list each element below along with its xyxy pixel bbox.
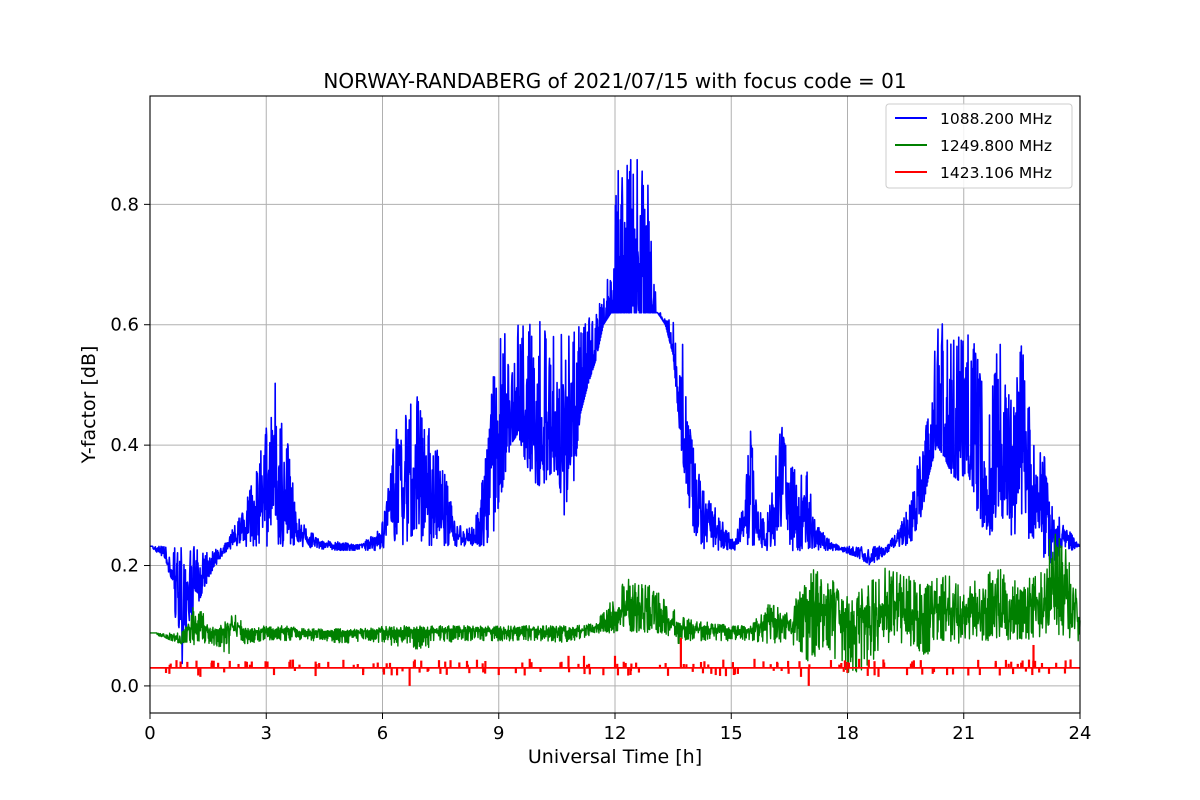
legend-label-1423: 1423.106 MHz [940,164,1052,182]
legend-box [885,103,1073,189]
x-tick-label: 3 [261,723,272,744]
x-tick-label: 24 [1069,723,1092,744]
axis-ticks: 0 3 6 9 12 15 18 21 24 0.0 0.2 0.4 0.6 0.8 [110,194,1091,744]
y-tick-label: 0.2 [110,556,139,577]
x-tick-label: 9 [493,723,504,744]
legend-label-1249: 1249.800 MHz [940,137,1052,155]
x-tick-label: 15 [720,723,743,744]
legend-label-1088: 1088.200 MHz [940,110,1052,128]
x-tick-label: 6 [377,723,388,744]
y-tick-label: 0.8 [110,194,139,215]
x-tick-label: 0 [144,723,155,744]
x-tick-label: 21 [952,723,975,744]
y-tick-label: 0.6 [110,315,139,336]
y-axis-label: Y-factor [dB] [78,346,100,465]
plot-series [149,158,1081,686]
series-line-1088 [149,158,1081,665]
x-tick-label: 18 [836,723,859,744]
chart-title: NORWAY-RANDABERG of 2021/07/15 with focu… [323,69,906,93]
x-tick-label: 12 [604,723,627,744]
legend: 1088.200 MHz 1249.800 MHz 1423.106 MHz [885,103,1073,189]
y-tick-label: 0.4 [110,435,139,456]
x-axis-label: Universal Time [h] [528,746,702,768]
series-line-1249 [149,533,1081,674]
y-tick-label: 0.0 [110,676,139,697]
